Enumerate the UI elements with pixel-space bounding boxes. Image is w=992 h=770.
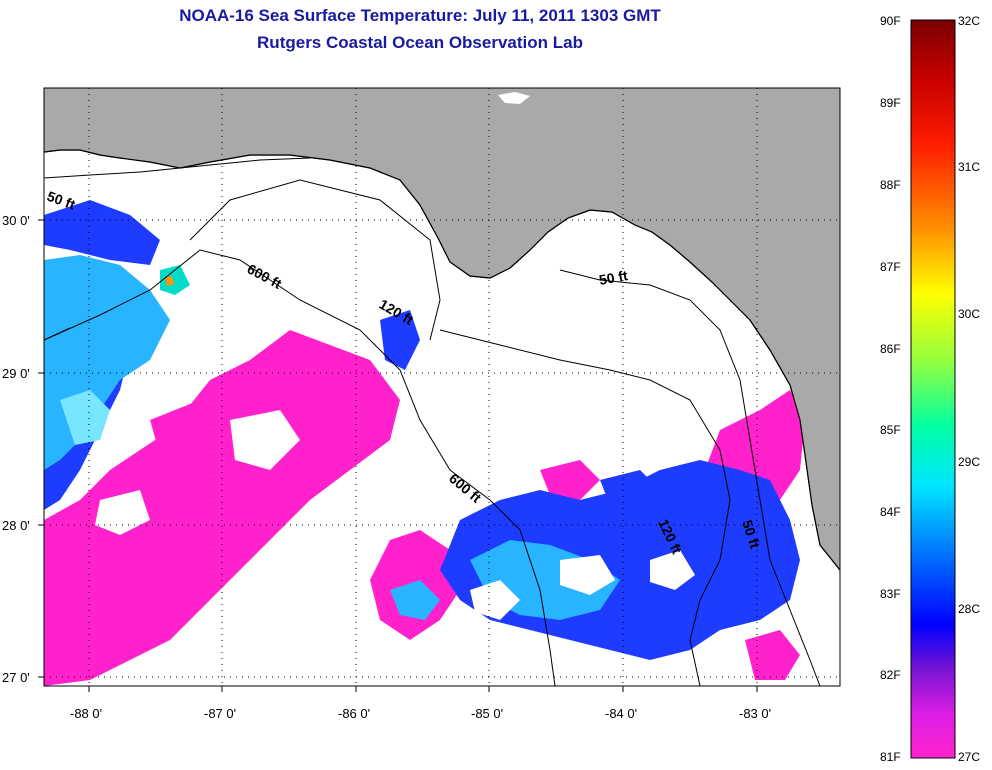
colorbar-label-f: 90F	[880, 14, 901, 28]
map-area: 50 ft 600 ft 120 ft 50 ft 600 ft 120 ft …	[44, 88, 840, 686]
contour-label-50ft-east: 50 ft	[598, 267, 629, 288]
map-title: NOAA-16 Sea Surface Temperature: July 11…	[179, 6, 661, 25]
bathymetry-contours	[44, 157, 821, 686]
y-tick-label: 30 0'	[2, 213, 30, 228]
contour-50ft-east	[559, 269, 821, 686]
map-subtitle: Rutgers Coastal Ocean Observation Lab	[257, 33, 583, 52]
colorbar-label-f: 82F	[880, 668, 901, 682]
x-tick-label: -85 0'	[471, 706, 503, 721]
colorbar-label-c: 30C	[958, 307, 981, 321]
colorbar-label-f: 83F	[880, 587, 901, 601]
graticule	[44, 88, 840, 686]
x-tick-label: -86 0'	[338, 706, 370, 721]
y-tick-label: 27 0'	[2, 670, 30, 685]
colorbar-label-f: 85F	[880, 423, 901, 437]
colorbar-label-c: 29C	[958, 455, 981, 469]
x-tick-label: -88 0'	[70, 706, 102, 721]
frame-ticks	[38, 219, 758, 692]
colorbar-label-f: 89F	[880, 96, 901, 110]
y-tick-label: 28 0'	[2, 518, 30, 533]
x-tick-label: -84 0'	[605, 706, 637, 721]
sst-patches	[44, 200, 805, 686]
contour-600ft-southwest	[44, 327, 71, 341]
colorbar-label-c: 27C	[958, 750, 981, 764]
colorbar-label-f: 88F	[880, 178, 901, 192]
colorbar-label-f: 81F	[880, 750, 901, 764]
x-tick-label: -83 0'	[739, 706, 771, 721]
map-frame	[43, 87, 841, 687]
x-tick-label: -87 0'	[204, 706, 236, 721]
colorbar-label-c: 28C	[958, 602, 981, 616]
colorbar-label-f: 84F	[880, 505, 901, 519]
y-tick-label: 29 0'	[2, 366, 30, 381]
colorbar-label-c: 31C	[958, 160, 981, 174]
contour-120ft-east	[439, 329, 731, 686]
colorbar-label-c: 32C	[958, 14, 981, 28]
colorbar	[910, 19, 956, 759]
colorbar-label-f: 86F	[880, 342, 901, 356]
contour-120ft-west	[189, 179, 441, 341]
contour-600ft	[44, 249, 556, 686]
contour-50ft-west	[44, 157, 311, 179]
colorbar-label-f: 87F	[880, 260, 901, 274]
